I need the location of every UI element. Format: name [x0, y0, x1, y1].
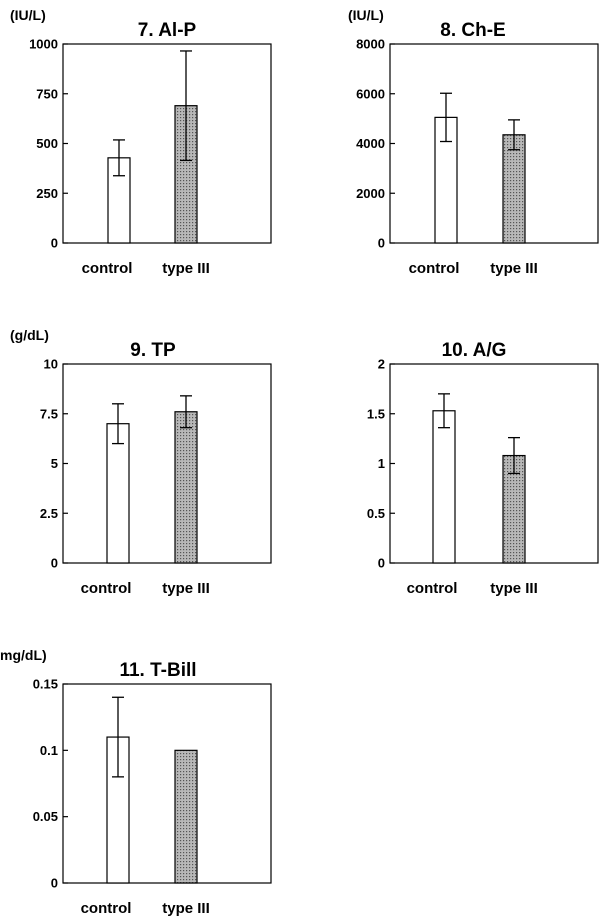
x-category-label: type III — [162, 580, 210, 597]
chart-panel-1: 7. Al-P (IU/L) 0 250 500 750 1000 control type I… — [10, 7, 272, 277]
chart-panel-3: 9. TP (g/dL) 0 2.5 5 7.5 10 control type III — [10, 327, 272, 597]
y-tick-label: 1.5 — [367, 406, 385, 421]
y-tick-label: 0.05 — [33, 809, 58, 824]
y-tick-label: 0.5 — [367, 506, 385, 521]
chart-panel-2: 8. Ch-E (IU/L) 0 2000 4000 6000 8000 control typ… — [348, 7, 599, 277]
x-category-label: control — [82, 260, 133, 277]
bar-type-iii — [174, 411, 198, 564]
y-tick-label: 0 — [51, 876, 58, 891]
y-tick-label: 0.1 — [40, 743, 58, 758]
plot-frame — [62, 363, 272, 564]
chart-title: 11. T-Bill — [119, 660, 196, 681]
x-category-label: type III — [490, 580, 538, 597]
bar-control — [106, 423, 130, 564]
x-category-label: type III — [162, 260, 210, 277]
x-category-label: control — [409, 260, 460, 277]
x-category-label: control — [81, 580, 132, 597]
x-category-label: control — [81, 900, 132, 917]
y-tick-label: 10 — [44, 357, 58, 372]
y-tick-label: 8000 — [356, 37, 385, 52]
y-tick-label: 500 — [36, 136, 58, 151]
y-tick-label: 4000 — [356, 136, 385, 151]
y-tick-label: 6000 — [356, 86, 385, 101]
y-tick-label: 750 — [36, 86, 58, 101]
chart-panel-5: 11. T-Bill mg/dL) 0 0.05 0.1 0.15 control type … — [0, 647, 272, 917]
plot-frame — [62, 43, 272, 244]
y-tick-label: 250 — [36, 186, 58, 201]
y-tick-label: 0 — [51, 236, 58, 251]
chart-title: 10. A/G — [442, 340, 507, 361]
y-tick-label: 1 — [378, 456, 385, 471]
y-tick-label: 2 — [378, 357, 385, 372]
chart-title: 7. Al-P — [138, 20, 197, 41]
bar-type-iii — [174, 749, 198, 884]
y-tick-label: 5 — [51, 456, 58, 471]
chart-title: 8. Ch-E — [440, 20, 505, 41]
y-tick-label: 2.5 — [40, 506, 58, 521]
x-category-label: type III — [490, 260, 538, 277]
plot-frame — [389, 363, 599, 564]
x-category-label: type III — [162, 900, 210, 917]
y-axis-unit-label: (IU/L) — [10, 7, 46, 23]
y-tick-label: 7.5 — [40, 406, 58, 421]
bar-control — [432, 410, 456, 564]
y-axis-unit-label: (IU/L) — [348, 7, 384, 23]
chart-title: 9. TP — [130, 340, 176, 361]
y-tick-label: 0 — [378, 556, 385, 571]
x-category-label: control — [407, 580, 458, 597]
y-axis-unit-label: (g/dL) — [10, 327, 49, 343]
y-tick-label: 0.15 — [33, 677, 58, 692]
y-tick-label: 0 — [51, 556, 58, 571]
plot-frame — [389, 43, 599, 244]
chart-panel-4: 10. A/G 0 0.5 1 1.5 2 control type III — [367, 340, 599, 597]
bar-type-iii — [502, 134, 526, 244]
y-tick-label: 1000 — [29, 37, 58, 52]
y-tick-label: 0 — [378, 236, 385, 251]
plot-frame — [62, 683, 272, 884]
y-tick-label: 2000 — [356, 186, 385, 201]
y-axis-unit-label: mg/dL) — [0, 647, 47, 663]
